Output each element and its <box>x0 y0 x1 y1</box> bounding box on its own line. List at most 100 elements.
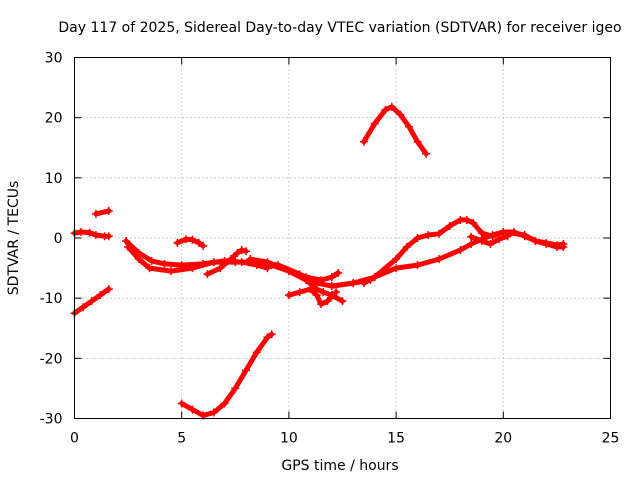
data-point <box>552 241 561 250</box>
series-line <box>179 331 275 418</box>
data-point <box>486 240 495 249</box>
data-point <box>434 229 443 238</box>
data-point <box>302 273 311 282</box>
data-point <box>317 276 326 285</box>
data-point <box>413 261 422 270</box>
series-line <box>361 104 429 157</box>
data-point <box>370 119 379 128</box>
data-point <box>166 267 175 276</box>
data-point <box>188 264 197 273</box>
series-arc-8 <box>177 330 276 420</box>
data-point <box>445 221 454 230</box>
data-point <box>237 246 246 255</box>
data-point <box>413 234 422 242</box>
x-tick-label: 10 <box>280 431 298 447</box>
data-point <box>392 255 401 264</box>
y-tick-label: -30 <box>40 412 63 428</box>
series-arc-11 <box>284 285 341 309</box>
series-arc-10 <box>267 261 343 285</box>
data-point <box>199 241 208 250</box>
data-point <box>295 288 304 297</box>
x-tick-label: 15 <box>387 431 405 447</box>
data-point <box>209 258 218 267</box>
data-point <box>188 235 197 244</box>
series-arc-2 <box>70 285 113 318</box>
data-point <box>422 149 431 158</box>
data-point <box>467 240 476 249</box>
data-point <box>503 232 512 241</box>
series-line <box>286 286 339 307</box>
data-point <box>177 399 186 408</box>
data-point <box>306 285 315 294</box>
data-point <box>434 255 443 264</box>
data-point <box>121 237 130 246</box>
x-tick-label: 5 <box>177 431 186 447</box>
data-point <box>216 264 225 273</box>
data-point <box>323 297 332 306</box>
data-point <box>242 366 251 375</box>
series-arc-14 <box>467 232 512 249</box>
y-tick-label: 30 <box>45 51 63 67</box>
data-point <box>79 303 88 312</box>
data-point <box>242 247 251 256</box>
data-point <box>349 279 358 288</box>
data-point <box>381 105 390 114</box>
data-point <box>312 291 321 300</box>
data-point <box>392 264 401 273</box>
y-tick-label: -10 <box>40 291 63 307</box>
data-series <box>70 102 568 420</box>
data-point <box>424 230 433 239</box>
data-point <box>124 243 133 252</box>
data-point <box>231 384 240 393</box>
data-point <box>510 227 519 236</box>
y-tick-label: 10 <box>45 171 63 187</box>
data-point <box>85 228 94 237</box>
data-point <box>220 399 229 408</box>
data-point <box>91 209 100 218</box>
data-point <box>332 288 341 297</box>
data-point <box>359 137 368 146</box>
data-point <box>134 255 143 264</box>
data-point <box>227 255 236 264</box>
axis-ticks: 0 5 10 15 20 25 -30 -20 -10 0 10 20 30 <box>40 51 620 447</box>
data-point <box>317 300 326 309</box>
data-point <box>209 408 218 417</box>
data-point <box>246 255 255 264</box>
data-point <box>147 256 156 265</box>
data-point <box>404 122 413 131</box>
series-arc-7 <box>203 246 251 279</box>
series-arc-3 <box>91 206 113 218</box>
data-point <box>334 268 343 277</box>
data-point <box>263 333 272 342</box>
series-line <box>361 217 566 286</box>
data-point <box>284 267 293 276</box>
data-point <box>467 232 476 241</box>
data-point <box>194 238 203 247</box>
data-point <box>359 279 368 288</box>
data-point <box>252 348 261 357</box>
data-point <box>469 218 478 227</box>
series-arc-1 <box>70 227 113 241</box>
data-point <box>145 264 154 273</box>
y-tick-label: 0 <box>54 231 63 247</box>
x-tick-label: 25 <box>602 431 620 447</box>
data-point <box>327 282 336 291</box>
data-point <box>462 215 471 224</box>
data-point <box>267 330 276 339</box>
data-point <box>396 110 405 119</box>
data-point <box>531 237 540 246</box>
data-point <box>488 232 497 241</box>
data-point <box>87 297 96 306</box>
y-axis-label: SDTVAR / TECUs <box>6 181 22 296</box>
x-tick-label: 20 <box>494 431 512 447</box>
series-arc-6 <box>173 235 208 250</box>
data-point <box>203 270 212 279</box>
data-point <box>267 261 276 270</box>
data-point <box>559 240 568 249</box>
data-point <box>173 238 182 247</box>
data-point <box>188 405 197 414</box>
data-point <box>495 235 504 244</box>
series-arc-15 <box>359 102 431 158</box>
y-tick-label: 20 <box>45 111 63 127</box>
